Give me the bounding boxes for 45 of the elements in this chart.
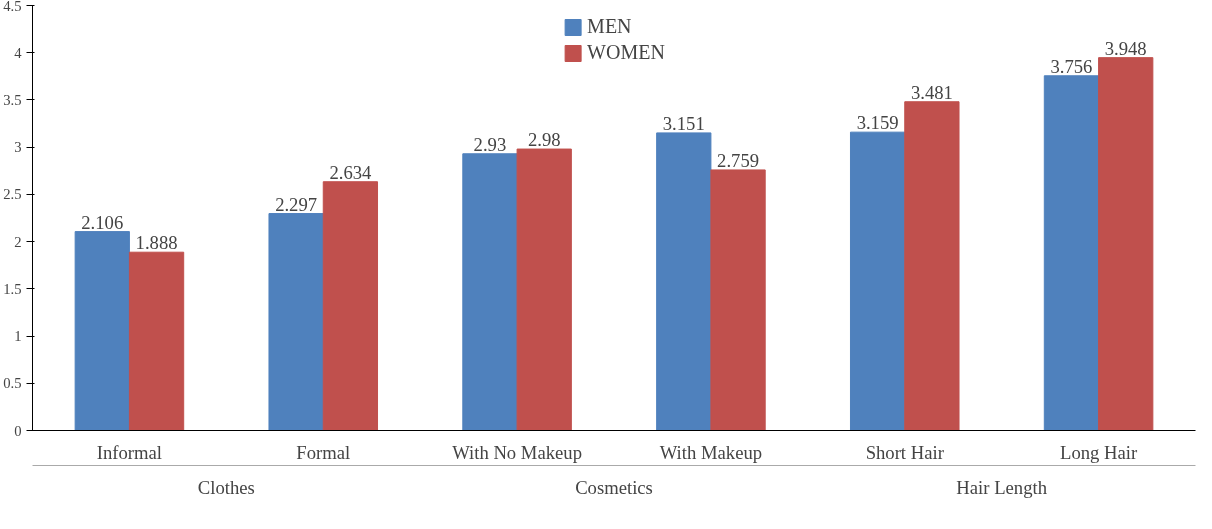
- y-tick-label: 2.5: [3, 186, 22, 203]
- x-tick-label: Formal: [296, 441, 351, 463]
- y-tick-label: 0.5: [3, 375, 22, 392]
- data-label: 2.98: [527, 129, 561, 151]
- y-tick-label: 4.5: [3, 0, 22, 14]
- y-tick-label: 2: [14, 233, 22, 250]
- data-label: 3.756: [1050, 55, 1093, 77]
- y-tick-label: 4: [14, 44, 23, 61]
- bar: [1043, 75, 1100, 431]
- y-tick-label: 1: [14, 328, 22, 345]
- data-label: 1.888: [135, 232, 178, 254]
- legend-label: WOMEN: [587, 41, 665, 64]
- bar: [656, 132, 712, 431]
- data-label: 3.151: [662, 112, 705, 134]
- data-label: 3.481: [910, 81, 953, 103]
- bar: [74, 231, 130, 431]
- data-label: 2.93: [473, 133, 507, 155]
- data-label: 2.297: [275, 193, 318, 215]
- y-tick-label: 3: [14, 139, 22, 156]
- bar: [268, 213, 324, 431]
- y-tick-label: 1.5: [3, 280, 22, 297]
- text: Hair Length: [956, 476, 1048, 498]
- x-tick-label: With No Makeup: [452, 441, 582, 463]
- data-label: 3.948: [1104, 37, 1147, 59]
- bar: [1098, 57, 1154, 431]
- x-tick-label: Informal: [96, 441, 163, 463]
- x-tick-label: Short Hair: [865, 441, 945, 463]
- y-tick-label: 3.5: [3, 91, 22, 108]
- bar: [904, 101, 960, 431]
- y-tick-label: 0: [14, 422, 22, 439]
- bar: [322, 181, 379, 431]
- bar: [462, 153, 518, 431]
- bar: [849, 131, 906, 431]
- data-label: 2.759: [717, 149, 760, 171]
- x-tick-label: With Makeup: [659, 441, 763, 463]
- legend-label: MEN: [587, 15, 632, 38]
- text: Cosmetics: [575, 476, 653, 498]
- text: Clothes: [197, 476, 255, 498]
- data-label: 2.106: [81, 211, 124, 233]
- data-label: 2.634: [329, 161, 373, 183]
- data-label: 3.159: [856, 112, 899, 134]
- bar: [128, 251, 185, 431]
- bar: [516, 148, 572, 431]
- x-tick-label: Long Hair: [1059, 441, 1138, 463]
- bar: [710, 169, 766, 431]
